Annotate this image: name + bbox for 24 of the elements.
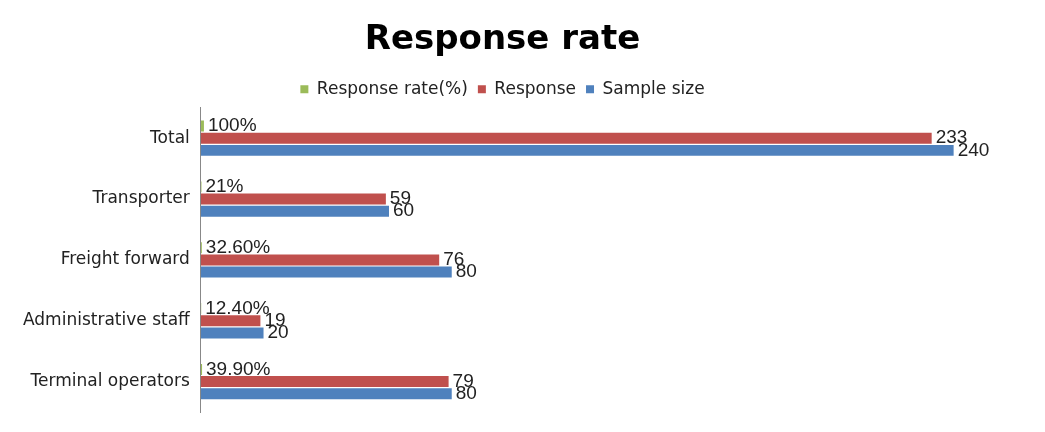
y-tick-label: Terminal operators <box>29 370 190 390</box>
data-label: 100% <box>207 114 257 136</box>
y-tick-label: Administrative staff <box>23 309 192 330</box>
legend-label: Response <box>494 77 577 98</box>
bar <box>200 132 932 144</box>
bar <box>200 144 954 156</box>
bar <box>200 266 452 278</box>
data-label: 32.60% <box>205 235 271 257</box>
bar <box>200 327 264 339</box>
y-tick-label: Total <box>149 126 190 147</box>
bar <box>200 315 261 327</box>
bar <box>200 254 440 266</box>
legend-label: Response rate(%) <box>316 77 468 98</box>
bar <box>200 205 390 217</box>
bar <box>200 376 449 388</box>
data-label: 21% <box>205 175 244 197</box>
y-tick-label: Transporter <box>91 187 190 208</box>
bar <box>200 193 386 205</box>
bar <box>200 120 204 132</box>
chart-title: Response rate <box>364 17 641 58</box>
legend-label: Sample size <box>602 77 705 98</box>
bar <box>200 388 452 400</box>
data-label: 39.90% <box>206 357 271 379</box>
y-tick-label: Freight forward <box>60 248 190 269</box>
